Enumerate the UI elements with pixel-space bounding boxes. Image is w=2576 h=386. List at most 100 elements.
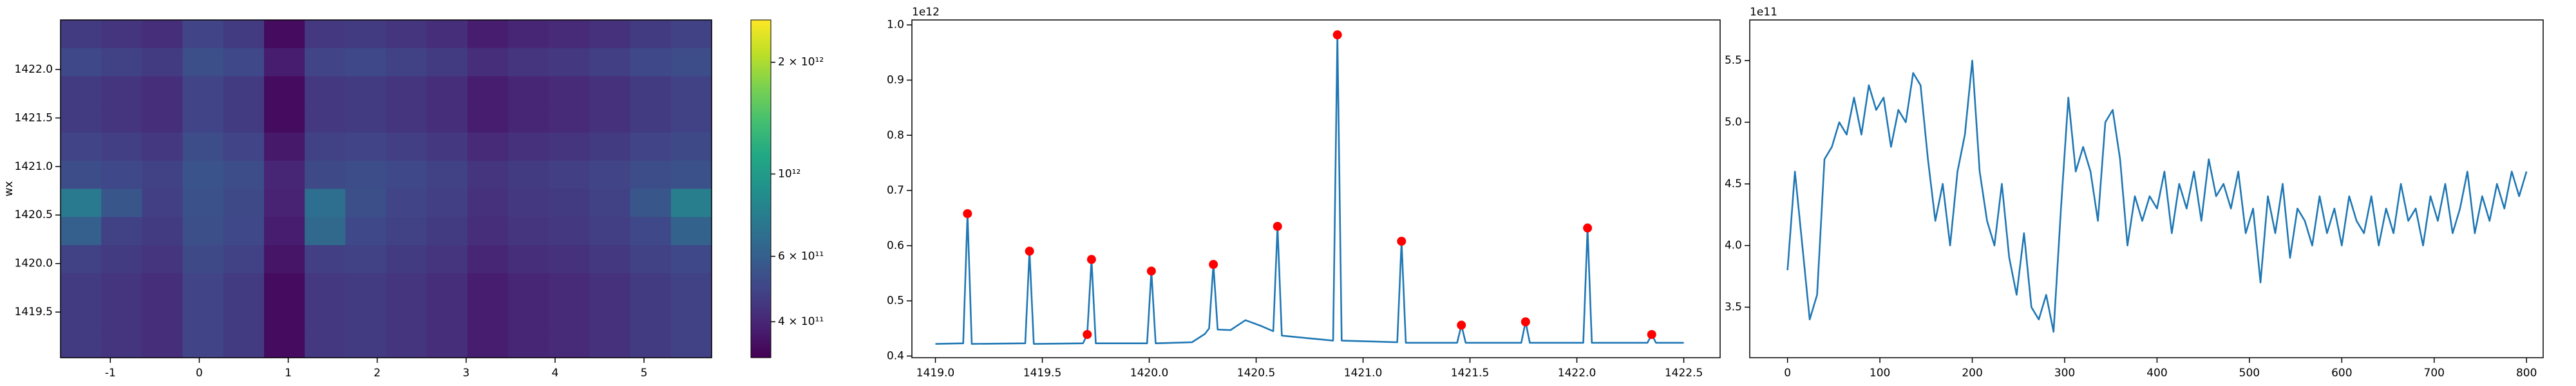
heatmap-cell [467, 104, 509, 133]
heatmap-cell [101, 104, 142, 133]
peak-marker [1025, 246, 1034, 256]
heatmap-cell [549, 188, 591, 217]
heatmap-cell [630, 217, 672, 246]
heatmap-cell [670, 188, 712, 217]
peak-marker [1083, 329, 1092, 339]
x-tick-label: 2 [374, 367, 381, 380]
x-tick-label: 1422.5 [1665, 367, 1703, 380]
heatmap-cell [305, 217, 346, 246]
peak-marker [1457, 320, 1466, 330]
x-tick-label: 0 [196, 367, 203, 380]
heatmap-cell [670, 48, 712, 77]
heatmap-cell [549, 20, 591, 49]
heatmap-cell [549, 217, 591, 246]
y-tick-label: 1419.5 [15, 306, 53, 318]
heatmap-cell [305, 329, 346, 358]
heatmap-cell [670, 301, 712, 330]
heatmap-cell [630, 48, 672, 77]
heatmap-cell [467, 20, 509, 49]
heatmap-cell [467, 76, 509, 105]
colorbar-tick-label: 6 × 10¹¹ [778, 250, 824, 262]
x-tick-label: 1420.0 [1130, 367, 1168, 380]
heatmap-cell [589, 329, 631, 358]
heatmap-cell [670, 160, 712, 190]
heatmap-cell [263, 329, 305, 358]
heatmap-cell [670, 76, 712, 105]
heatmap-cell [182, 104, 224, 133]
heatmap-cell [589, 76, 631, 105]
heatmap-cell [182, 329, 224, 358]
peak-marker [1146, 266, 1156, 276]
y-tick-label: 1.0 [887, 19, 904, 32]
heatmap-cell [426, 104, 468, 133]
heatmap-cell [101, 329, 142, 358]
heatmap-cell [61, 48, 102, 77]
heatmap-cell [426, 273, 468, 302]
heatmap-cell [630, 273, 672, 302]
x-tick-label: 400 [2146, 367, 2167, 380]
heatmap-cell [305, 48, 346, 77]
heatmap-cell [508, 48, 549, 77]
heatmap-cell [426, 217, 468, 246]
heatmap-cell [508, 217, 549, 246]
panel: 1419.0 1419.5 1420.0 1420.5 1421.0 1421.5 1422… [887, 6, 1721, 380]
x-tick-label: 200 [1962, 367, 1982, 380]
heatmap-cell [386, 20, 428, 49]
heatmap-cell [345, 245, 387, 274]
heatmap-cell [549, 245, 591, 274]
heatmap-cell [182, 20, 224, 49]
heatmap-cell [467, 48, 509, 77]
heatmap-cell [182, 217, 224, 246]
heatmap-cell [223, 188, 265, 217]
heatmap-cell [467, 301, 509, 330]
heatmap-cell [305, 301, 346, 330]
x-tick-label: 300 [2054, 367, 2075, 380]
heatmap-cell [223, 20, 265, 49]
heatmap-cell [345, 188, 387, 217]
heatmap-cell [345, 160, 387, 190]
heatmap-cell [589, 20, 631, 49]
heatmap-cell [630, 301, 672, 330]
heatmap-cell [508, 273, 549, 302]
heatmap-cell [467, 188, 509, 217]
heatmap-cell [670, 217, 712, 246]
heatmap-cell [670, 329, 712, 358]
heatmap-cell [345, 76, 387, 105]
x-tick-label: 500 [2239, 367, 2260, 380]
heatmap-cell [305, 273, 346, 302]
y-tick-label: 1420.0 [15, 257, 53, 270]
heatmap-cell [467, 133, 509, 161]
heatmap-cell [589, 104, 631, 133]
heatmap-cell [142, 20, 184, 49]
heatmap-cell [305, 104, 346, 133]
heatmap-cell [305, 76, 346, 105]
colorbar-tick-label: 4 × 10¹¹ [778, 315, 824, 328]
heatmap-cell [142, 245, 184, 274]
x-tick-label: 1420.5 [1237, 367, 1275, 380]
heatmap-cell [61, 104, 102, 133]
heatmap-cell [549, 76, 591, 105]
heatmap-cell [61, 245, 102, 274]
heatmap-cell [426, 48, 468, 77]
heatmap-cell [101, 48, 142, 77]
y-tick-label: 4.5 [1725, 178, 1742, 190]
heatmap-cell [223, 245, 265, 274]
heatmap-cell [182, 160, 224, 190]
heatmap-cell [142, 104, 184, 133]
y-tick-label: 0.5 [887, 295, 904, 308]
heatmap-cell [508, 188, 549, 217]
x-tick-label: 5 [641, 367, 648, 380]
heatmap-cell [182, 188, 224, 217]
heatmap-cell [345, 329, 387, 358]
heatmap-cell [305, 160, 346, 190]
heatmap-cell [263, 217, 305, 246]
heatmap-cell [589, 48, 631, 77]
heatmap-cell [223, 273, 265, 302]
heatmap-cell [508, 104, 549, 133]
heatmap-cell [263, 273, 305, 302]
y-offset-label: 1e12 [912, 6, 940, 19]
y-tick-label: 5.5 [1725, 54, 1742, 67]
y-tick-label: 1422.0 [15, 63, 53, 76]
x-tick-label: 600 [2331, 367, 2352, 380]
